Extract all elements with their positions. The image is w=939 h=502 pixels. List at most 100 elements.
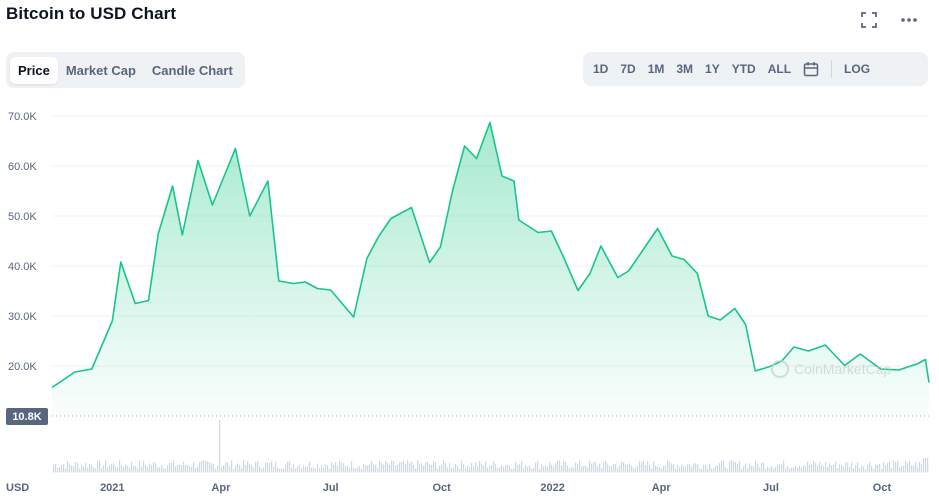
volume-bar [627,464,629,472]
log-toggle[interactable]: LOG [844,62,871,76]
volume-bar [193,462,195,472]
volume-bar [55,463,57,472]
volume-bar [499,467,501,472]
volume-bar [685,466,687,472]
volume-bar [581,466,583,472]
volume-bar [333,464,335,472]
volume-bar [709,463,711,472]
volume-bar [683,466,685,472]
volume-bar [449,462,451,472]
volume-bar [601,467,603,472]
volume-bar [463,464,465,472]
calendar-icon[interactable] [799,59,823,79]
volume-bar [915,461,917,472]
volume-bar [677,464,679,472]
volume-bar [187,465,189,472]
volume-bar [443,460,445,472]
volume-bar [695,463,697,472]
volume-bar [423,465,425,472]
volume-bar [291,467,293,472]
volume-bar [919,461,921,472]
x-tick-label: Apr [652,482,672,494]
volume-bar [119,460,121,472]
tab-price[interactable]: Price [10,56,58,84]
volume-bar [485,461,487,472]
volume-bar [719,462,721,472]
volume-bar [355,468,357,472]
volume-bar [783,460,785,472]
volume-bar [267,462,269,472]
volume-bar [173,460,175,472]
volume-bar [579,460,581,472]
tab-candle-chart[interactable]: Candle Chart [151,62,233,78]
range-3m[interactable]: 3M [676,62,694,76]
range-ytd[interactable]: YTD [731,62,756,76]
volume-bar [739,460,741,472]
volume-bar [585,466,587,472]
volume-bar [377,467,379,472]
volume-bar [883,461,885,472]
volume-bar [909,461,911,472]
volume-bar [477,466,479,472]
volume-bar [351,461,353,472]
volume-bar [575,462,577,472]
volume-bar [159,466,161,472]
volume-bar [843,466,845,472]
volume-bar [533,467,535,472]
range-7d[interactable]: 7D [620,62,636,76]
volume-bar [651,468,653,472]
range-1d[interactable]: 1D [593,62,609,76]
volume-bar [453,467,455,472]
volume-bar [243,460,245,472]
volume-bar [257,460,259,472]
volume-bar [273,466,275,472]
volume-bar [623,462,625,472]
volume-bar [157,467,159,472]
volume-bar [341,462,343,472]
volume-bar [705,464,707,472]
y-tick-label: 40.0K [8,261,37,273]
volume-bar [167,465,169,472]
volume-bar [221,467,223,472]
volume-bar [297,466,299,472]
volume-bar [807,461,809,472]
volume-bar [497,468,499,472]
volume-bar [793,467,795,472]
volume-bar [97,460,99,472]
range-all[interactable]: ALL [767,62,792,76]
range-1m[interactable]: 1M [647,62,665,76]
volume-bar [483,465,485,472]
volume-bar [535,462,537,472]
volume-bar [661,468,663,472]
volume-bar [801,468,803,472]
volume-bar [667,460,669,472]
more-icon[interactable] [897,9,921,31]
volume-bar [855,464,857,472]
tab-market-cap[interactable]: Market Cap [65,62,136,78]
volume-bar [153,462,155,472]
volume-bar [77,463,79,472]
volume-bar [725,467,727,472]
volume-bar [553,466,555,472]
volume-bar [133,465,135,472]
volume-bar [737,463,739,472]
volume-bar [259,466,261,472]
volume-bar [867,464,869,472]
range-divider [831,60,833,78]
price-area [52,122,929,416]
volume-bar [279,468,281,472]
volume-bar [527,466,529,472]
fullscreen-icon[interactable] [857,9,881,31]
volume-bar [777,464,779,472]
volume-bar [323,468,325,472]
volume-bar [665,465,667,472]
volume-bar [817,465,819,472]
volume-bar [747,468,749,472]
volume-bar [587,467,589,472]
range-1y[interactable]: 1Y [705,62,720,76]
volume-bar [255,461,257,472]
volume-bar [349,468,351,472]
volume-bar [743,466,745,472]
volume-bar [125,464,127,472]
